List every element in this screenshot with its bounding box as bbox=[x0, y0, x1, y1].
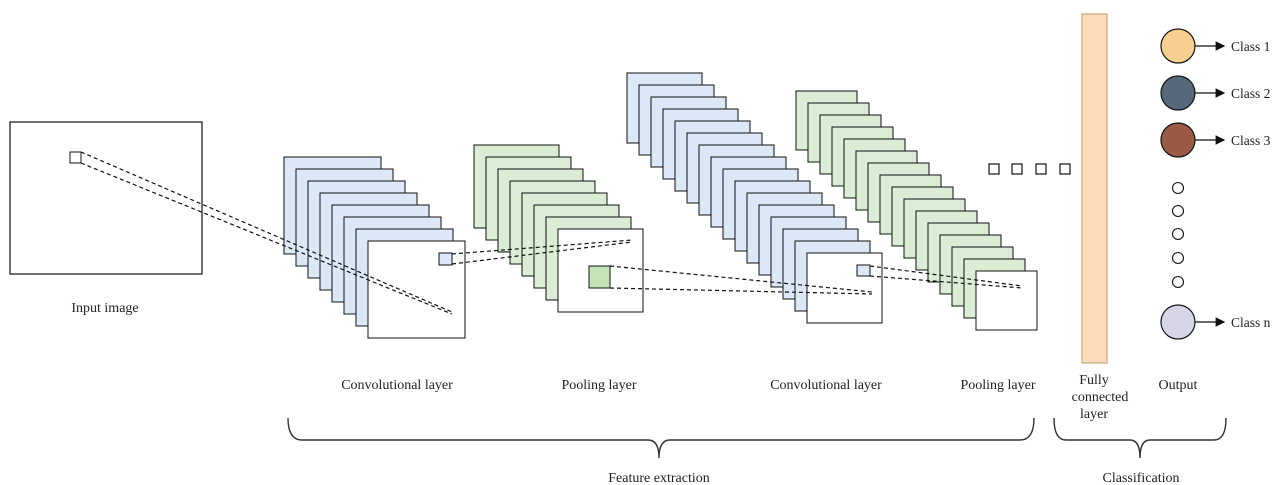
fully-connected-label-line2: connected bbox=[1072, 390, 1129, 405]
output-node-2 bbox=[1160, 75, 1196, 111]
pooling-layer-1-stack bbox=[473, 144, 644, 313]
output-class-label-2: Class 2 bbox=[1231, 86, 1270, 101]
output-ellipsis-dot-1 bbox=[1171, 181, 1185, 195]
fully-connected-layer bbox=[1081, 13, 1108, 364]
feature-extraction-brace bbox=[287, 417, 1035, 459]
conv-layer-1-stack bbox=[283, 156, 466, 339]
output-ellipsis-dot-5 bbox=[1171, 275, 1185, 289]
output-class-label-3: Class 3 bbox=[1231, 133, 1271, 148]
output-class-label-1: Class 1 bbox=[1231, 39, 1270, 54]
pooling-layer-2-label: Pooling layer bbox=[960, 378, 1035, 393]
connection-lines bbox=[80, 151, 1023, 315]
conv-layer-2-label: Convolutional layer bbox=[770, 378, 882, 393]
output-node-3 bbox=[1160, 122, 1196, 158]
pooling-layer-2-stack bbox=[795, 90, 1038, 331]
feature-extraction-label: Feature extraction bbox=[608, 471, 709, 485]
input-image bbox=[9, 121, 203, 275]
conv1-receptive-field bbox=[438, 252, 453, 266]
output-ellipsis-dot-2 bbox=[1171, 204, 1185, 218]
fully-connected-label-line3: layer bbox=[1080, 407, 1108, 422]
pool1-receptive-field bbox=[588, 265, 611, 289]
conv-layer-1-label: Convolutional layer bbox=[341, 378, 453, 393]
continuation-squares bbox=[988, 163, 1071, 175]
pool2-feature-map-16 bbox=[975, 270, 1038, 331]
output-ellipsis-dot-3 bbox=[1171, 227, 1185, 241]
classification-brace bbox=[1053, 417, 1227, 459]
output-node-4 bbox=[1160, 304, 1196, 340]
pooling-layer-1-label: Pooling layer bbox=[561, 378, 636, 393]
output-node-1 bbox=[1160, 28, 1196, 64]
conv2-feature-map-16 bbox=[806, 252, 883, 324]
output-ellipsis-dot-4 bbox=[1171, 251, 1185, 265]
input-receptive-field bbox=[69, 151, 82, 164]
output-label: Output bbox=[1159, 378, 1198, 393]
conv2-receptive-field bbox=[856, 264, 871, 277]
classification-label: Classification bbox=[1103, 471, 1180, 485]
output-nodes: Class 1 Class 2 Class 3 Class n bbox=[1160, 28, 1271, 340]
output-class-label-4: Class n bbox=[1231, 315, 1271, 330]
input-image-label: Input image bbox=[71, 301, 138, 316]
fully-connected-label-line1: Fully bbox=[1079, 373, 1109, 388]
